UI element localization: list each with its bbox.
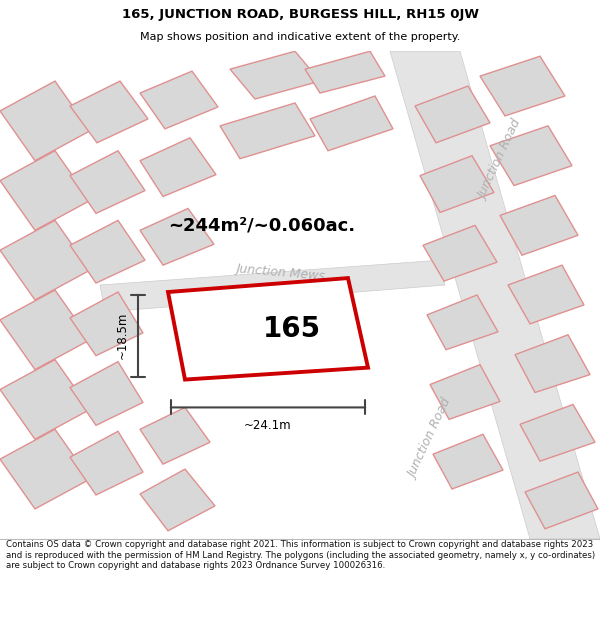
Text: Junction Road: Junction Road bbox=[406, 398, 454, 481]
Polygon shape bbox=[140, 71, 218, 129]
Polygon shape bbox=[0, 81, 90, 161]
Polygon shape bbox=[430, 364, 500, 419]
Polygon shape bbox=[70, 431, 143, 495]
Polygon shape bbox=[420, 156, 494, 212]
Polygon shape bbox=[0, 151, 90, 231]
Polygon shape bbox=[70, 151, 145, 213]
Text: Junction Mews: Junction Mews bbox=[235, 262, 325, 282]
Text: Contains OS data © Crown copyright and database right 2021. This information is : Contains OS data © Crown copyright and d… bbox=[6, 541, 595, 570]
Polygon shape bbox=[70, 81, 148, 142]
Polygon shape bbox=[500, 196, 578, 255]
Text: 165: 165 bbox=[263, 316, 322, 343]
Polygon shape bbox=[305, 51, 385, 93]
Polygon shape bbox=[140, 408, 210, 464]
Polygon shape bbox=[220, 103, 315, 159]
Polygon shape bbox=[310, 96, 393, 151]
Polygon shape bbox=[515, 335, 590, 392]
Polygon shape bbox=[490, 126, 572, 186]
Polygon shape bbox=[423, 226, 497, 281]
Text: Map shows position and indicative extent of the property.: Map shows position and indicative extent… bbox=[140, 32, 460, 42]
Polygon shape bbox=[0, 290, 90, 369]
Polygon shape bbox=[415, 86, 490, 142]
Polygon shape bbox=[433, 434, 503, 489]
Polygon shape bbox=[0, 429, 90, 509]
Text: 165, JUNCTION ROAD, BURGESS HILL, RH15 0JW: 165, JUNCTION ROAD, BURGESS HILL, RH15 0… bbox=[121, 8, 479, 21]
Polygon shape bbox=[427, 295, 498, 350]
Polygon shape bbox=[140, 209, 214, 265]
Polygon shape bbox=[70, 221, 145, 283]
Polygon shape bbox=[480, 56, 565, 116]
Polygon shape bbox=[0, 359, 90, 439]
Text: Junction Road: Junction Road bbox=[476, 119, 524, 202]
Polygon shape bbox=[140, 469, 215, 531]
Text: ~18.5m: ~18.5m bbox=[115, 312, 128, 359]
Polygon shape bbox=[520, 404, 595, 461]
Polygon shape bbox=[70, 292, 143, 356]
Polygon shape bbox=[0, 221, 90, 300]
Polygon shape bbox=[508, 265, 584, 324]
Polygon shape bbox=[168, 278, 368, 379]
Text: ~244m²/~0.060ac.: ~244m²/~0.060ac. bbox=[168, 216, 355, 234]
Polygon shape bbox=[525, 472, 598, 529]
Polygon shape bbox=[140, 138, 216, 196]
Text: ~24.1m: ~24.1m bbox=[244, 419, 292, 432]
Polygon shape bbox=[100, 260, 445, 312]
Polygon shape bbox=[390, 51, 600, 539]
Polygon shape bbox=[70, 362, 143, 426]
Polygon shape bbox=[230, 51, 320, 99]
